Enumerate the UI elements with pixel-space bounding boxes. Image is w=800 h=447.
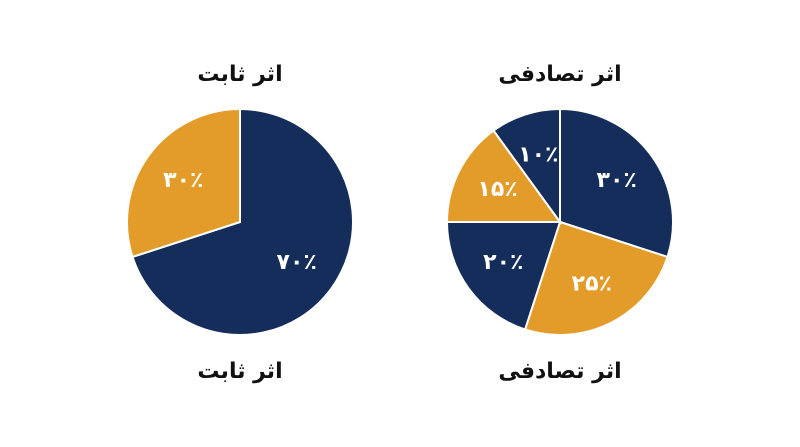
- value-label: ۷۰٪: [277, 250, 317, 275]
- pie-slice: [492, 107, 561, 226]
- chart-caption: اثر تصادفی: [498, 359, 621, 384]
- value-label: ۲۵٪: [572, 271, 612, 296]
- pie-slice: [445, 129, 562, 223]
- value-label: ۱۰٪: [518, 142, 558, 167]
- chart-caption: اثر ثابت: [197, 359, 282, 384]
- pie-slice: [523, 220, 669, 336]
- pie-slice: [131, 107, 354, 336]
- pie-slice: [559, 107, 674, 259]
- pie-slice: [126, 107, 241, 259]
- pie-slice: [445, 221, 562, 331]
- value-label: ۳۰٪: [597, 168, 637, 193]
- value-label: ۱۵٪: [477, 177, 517, 202]
- chart-title: اثر ثابت: [197, 62, 282, 87]
- chart-title: اثر تصادفی: [498, 62, 621, 87]
- value-label: ۳۰٪: [163, 168, 203, 193]
- value-label: ۲۰٪: [483, 250, 523, 275]
